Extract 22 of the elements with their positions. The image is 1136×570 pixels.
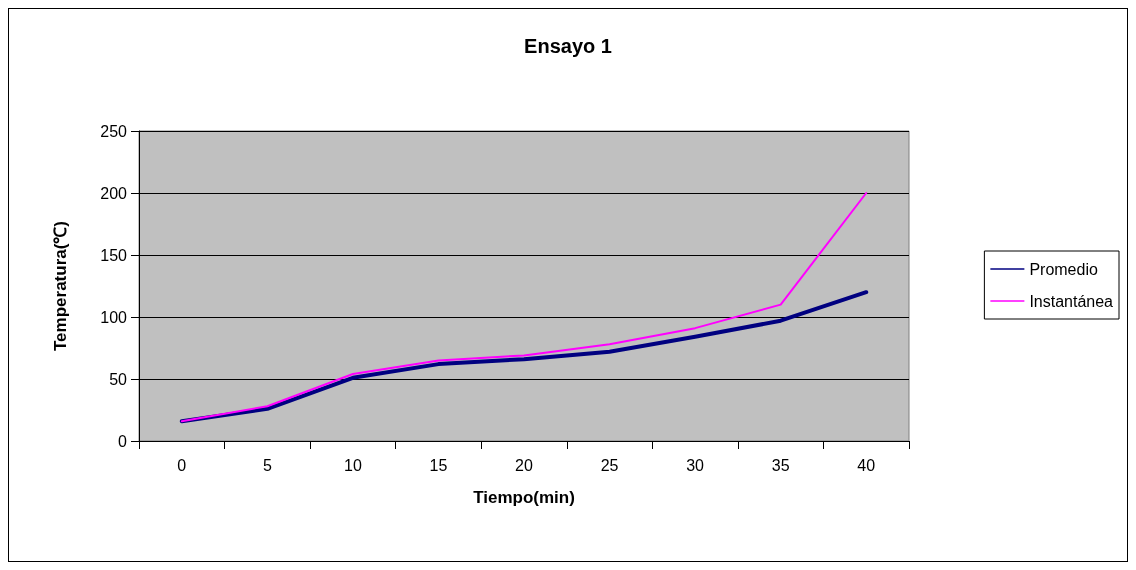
y-tick-label: 150 xyxy=(100,246,128,264)
legend-label: Promedio xyxy=(1029,260,1098,278)
x-tick-label: 20 xyxy=(515,456,533,474)
x-tick-label: 0 xyxy=(177,456,187,474)
line-series xyxy=(180,192,868,423)
x-tick-label: 40 xyxy=(857,456,876,474)
x-tick-label: 30 xyxy=(686,456,705,474)
y-axis-title: Temperatura(℃) xyxy=(51,220,70,352)
x-tick-label: 15 xyxy=(429,456,448,474)
y-tick-label: 200 xyxy=(100,184,128,202)
y-tick-label: 100 xyxy=(100,308,128,326)
x-tick-label: 35 xyxy=(771,456,790,474)
x-axis-title: Tiempo(min) xyxy=(473,488,575,507)
line-series xyxy=(179,290,869,424)
x-tick-label: 5 xyxy=(262,456,272,474)
chart-title: Ensayo 1 xyxy=(524,35,612,57)
legend-label: Instantánea xyxy=(1029,292,1114,310)
x-tick-label: 25 xyxy=(600,456,619,474)
y-tick-label: 50 xyxy=(109,370,128,388)
y-tick-label: 250 xyxy=(100,122,128,140)
y-tick-label: 0 xyxy=(118,432,128,450)
x-tick-label: 10 xyxy=(343,456,362,474)
